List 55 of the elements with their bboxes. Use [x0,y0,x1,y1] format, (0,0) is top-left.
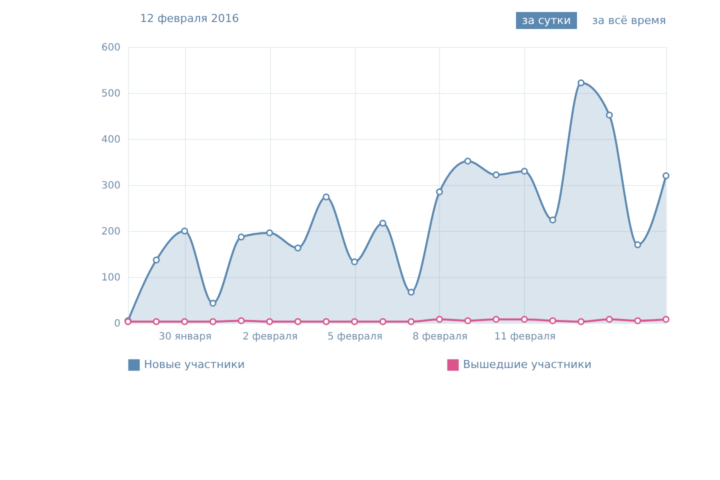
point [436,188,443,196]
x-tick-label: 30 января [158,332,212,342]
point [266,229,274,236]
x-tick-label: 8 февраля [412,332,468,342]
legend-label: Вышедшие участники [463,358,592,371]
y-tick-label: 600 [101,42,120,54]
text: за всё время [591,13,668,29]
point [209,318,216,326]
point [492,316,500,323]
y-tick-label: 300 [101,180,120,192]
y-tick-label: 500 [101,88,120,100]
point [408,318,415,326]
point [294,318,302,326]
point [662,316,670,323]
point [181,318,188,326]
legend-label: Новые участники [144,358,245,371]
point [266,318,274,326]
point [464,317,472,324]
point [209,300,216,307]
point [549,216,556,224]
y-tick-label: 400 [101,134,120,146]
point [578,79,585,86]
point [634,317,642,324]
point [464,158,472,165]
x-tick-label: 11 февраля [494,332,556,342]
x-tick-label: 2 февраля [242,332,298,342]
point [520,168,528,175]
y-tick-label: 200 [101,226,120,238]
point [662,172,670,180]
point [351,258,358,266]
point [606,316,613,323]
point [181,228,188,234]
point [238,233,245,240]
point [408,288,415,296]
point [549,317,556,324]
point [152,256,160,264]
point [294,244,302,252]
point [152,318,160,326]
point [379,220,386,227]
point [492,171,500,178]
point [520,316,528,323]
x-tick-label: 5 февраля [328,332,383,342]
y-tick-label: 100 [101,272,120,284]
point [379,318,386,326]
chart-title: 12 февраля 2016 [140,12,240,25]
point [634,241,642,248]
point [351,318,358,326]
y-tick-label: 0 [114,318,120,330]
point [436,316,443,323]
point [606,112,613,119]
text: за сутки [516,12,577,29]
point [322,318,330,326]
point [322,193,330,200]
point [238,317,245,324]
point [578,318,585,326]
